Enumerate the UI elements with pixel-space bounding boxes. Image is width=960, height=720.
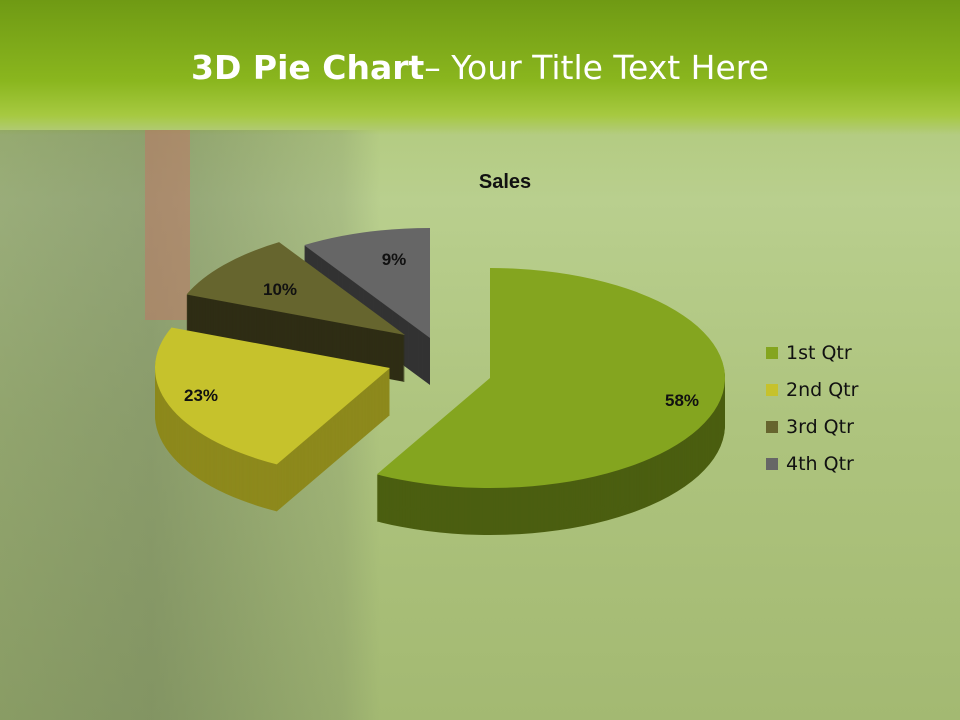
background-tie-image (145, 130, 190, 320)
slice-top (154, 327, 390, 465)
legend-item: 3rd Qtr (766, 408, 858, 445)
chart-title: Sales (479, 171, 531, 193)
data-label-4th-qtr: 9% (382, 250, 407, 269)
title-rest: – Your Title Text Here (424, 48, 769, 87)
slice-top (304, 228, 430, 338)
data-label-3rd-qtr: 10% (263, 280, 297, 299)
pie-slice-2nd-qtr (154, 327, 390, 512)
legend-item: 4th Qtr (766, 445, 858, 482)
data-label-2nd-qtr: 23% (184, 386, 218, 405)
legend-label: 2nd Qtr (786, 378, 859, 401)
legend-item: 1st Qtr (766, 334, 858, 371)
legend-item: 2nd Qtr (766, 371, 858, 408)
legend-label: 3rd Qtr (786, 415, 854, 438)
title-band (0, 0, 960, 135)
slice-top (376, 268, 725, 488)
slice-top (186, 242, 405, 335)
legend-swatch (766, 383, 778, 396)
legend-label: 4th Qtr (786, 452, 854, 475)
legend-label: 1st Qtr (786, 341, 852, 364)
legend-swatch (766, 346, 778, 359)
data-label-1st-qtr: 58% (665, 391, 699, 410)
slide-title: 3D Pie Chart– Your Title Text Here (0, 48, 960, 87)
chart-legend: 1st Qtr 2nd Qtr 3rd Qtr 4th Qtr (766, 334, 858, 482)
pie-slice-3rd-qtr (186, 242, 405, 382)
legend-swatch (766, 457, 778, 470)
legend-swatch (766, 420, 778, 433)
title-bold: 3D Pie Chart (191, 48, 425, 87)
pie-slice-1st-qtr (376, 268, 726, 535)
